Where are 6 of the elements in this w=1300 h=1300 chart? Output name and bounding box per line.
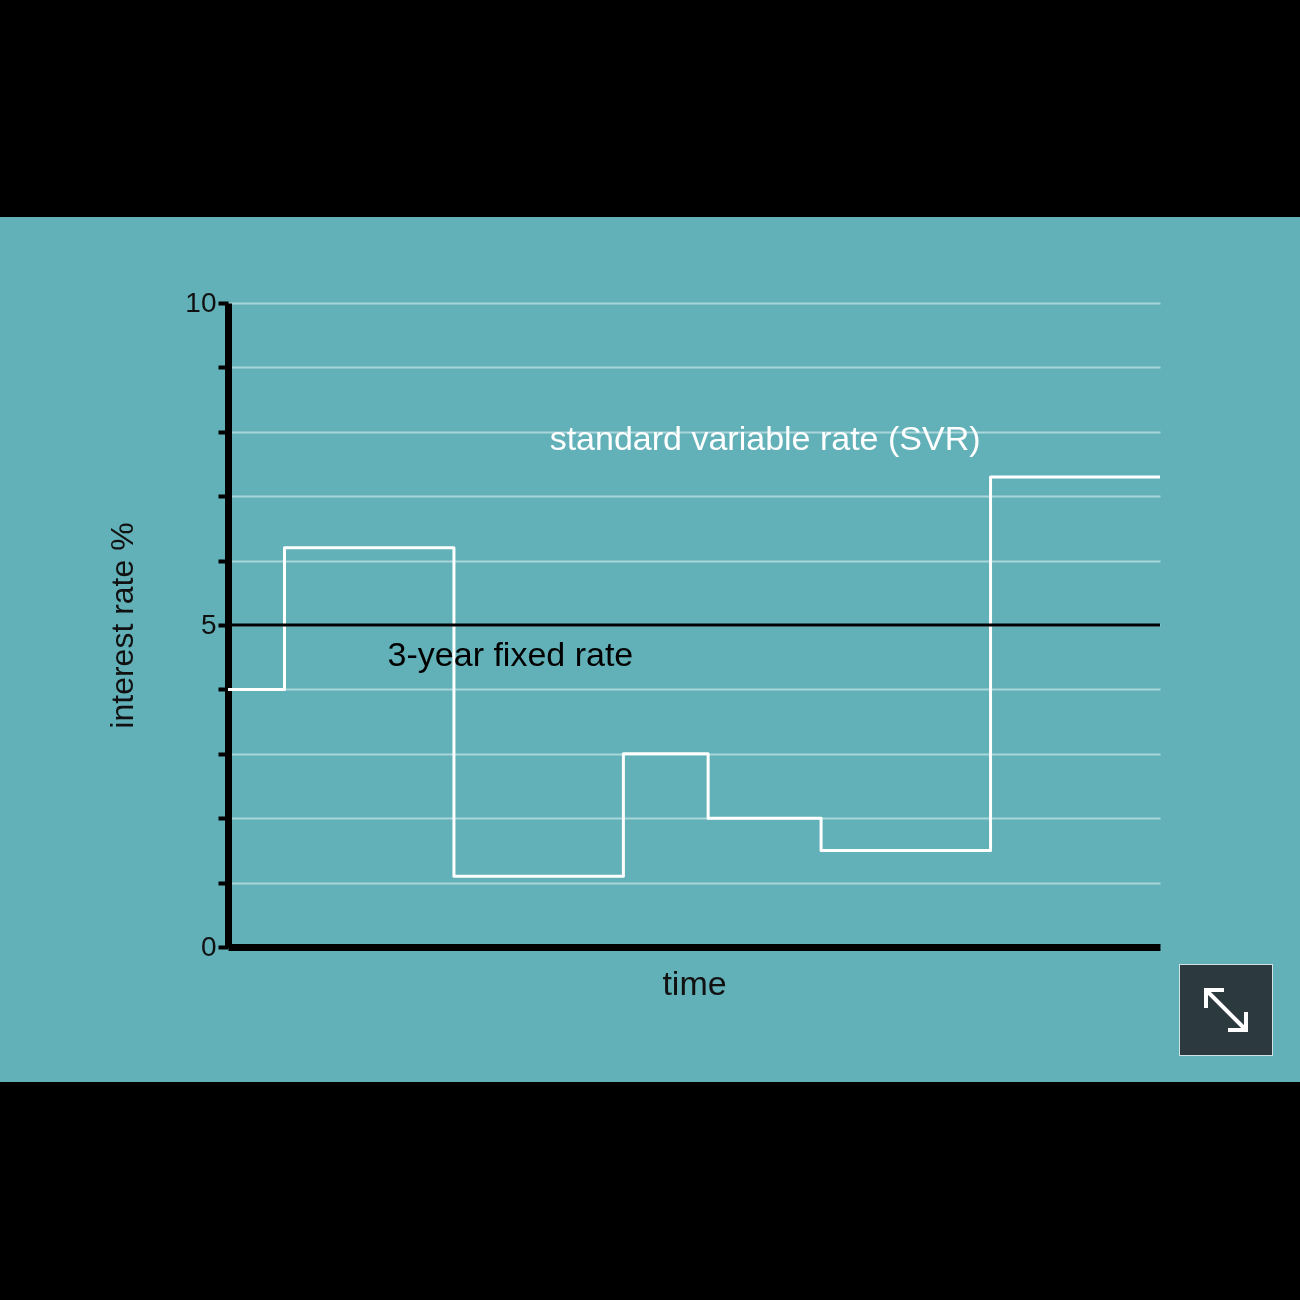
series-label: standard variable rate (SVR) [549, 418, 981, 457]
y-tick-label: 10 [185, 286, 217, 318]
y-axis-title: interest rate % [104, 522, 141, 729]
x-axis-title: time [662, 963, 727, 1002]
y-tick-label: 5 [200, 608, 217, 640]
y-tick-label: 0 [200, 930, 217, 962]
